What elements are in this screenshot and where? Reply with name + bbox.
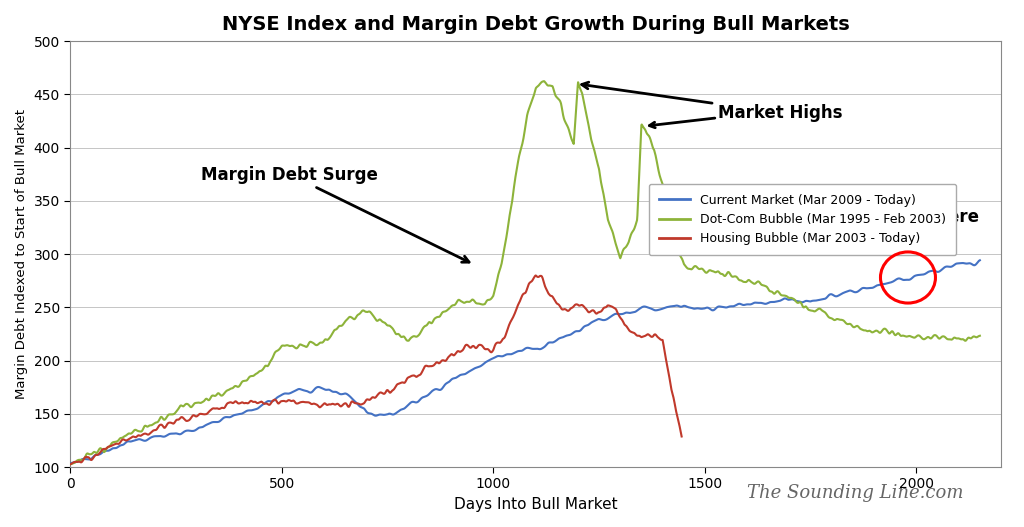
Y-axis label: Margin Debt Indexed to Start of Bull Market: Margin Debt Indexed to Start of Bull Mar… [15,109,28,399]
Text: The Sounding Line.com: The Sounding Line.com [746,484,964,502]
Text: Market Highs: Market Highs [582,82,842,122]
Text: We Are Here: We Are Here [861,208,979,226]
Legend: Current Market (Mar 2009 - Today), Dot-Com Bubble (Mar 1995 - Feb 2003), Housing: Current Market (Mar 2009 - Today), Dot-C… [649,183,956,255]
Text: Margin Debt Surge: Margin Debt Surge [202,165,469,262]
Title: NYSE Index and Margin Debt Growth During Bull Markets: NYSE Index and Margin Debt Growth During… [222,15,850,34]
X-axis label: Days Into Bull Market: Days Into Bull Market [454,497,617,512]
